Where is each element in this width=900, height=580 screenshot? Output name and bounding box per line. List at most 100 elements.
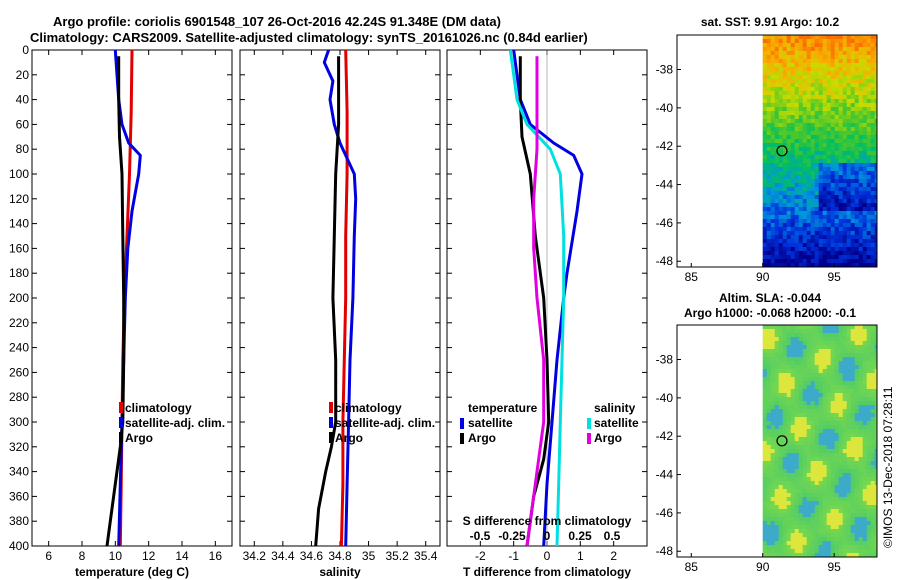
map-cell: [778, 345, 783, 350]
map-cell: [870, 341, 875, 346]
map-cell: [778, 71, 783, 76]
map-cell: [786, 55, 791, 60]
map-cell: [842, 259, 847, 264]
map-cell: [762, 513, 767, 518]
x-tick-label: 6: [45, 549, 52, 563]
map-cell: [770, 449, 775, 454]
x-tick-label: -2: [475, 549, 486, 563]
map-cell: [846, 381, 851, 386]
map-cell: [766, 223, 771, 228]
map-cell: [826, 135, 831, 140]
map-cell: [826, 417, 831, 422]
map-cell: [818, 231, 823, 236]
map-cell: [850, 79, 855, 84]
map-cell: [870, 345, 875, 350]
map-cell: [870, 135, 875, 140]
map-cell: [834, 91, 839, 96]
map-cell: [822, 215, 827, 220]
map-cell: [802, 111, 807, 116]
map-cell: [826, 215, 831, 220]
map-cell: [858, 401, 863, 406]
map-cell: [822, 203, 827, 208]
map-cell: [842, 453, 847, 458]
map-cell: [854, 183, 859, 188]
map-cell: [850, 485, 855, 490]
map-cell: [814, 381, 819, 386]
map-cell: [826, 75, 831, 80]
map-cell: [782, 333, 787, 338]
map-cell: [786, 91, 791, 96]
map-cell: [850, 119, 855, 124]
map-cell: [834, 489, 839, 494]
map-cell: [794, 75, 799, 80]
map-cell: [854, 131, 859, 136]
map-cell: [838, 341, 843, 346]
map-cell: [858, 259, 863, 264]
map-cell: [762, 175, 767, 180]
map-cell: [814, 537, 819, 542]
map-cell: [770, 259, 775, 264]
map-cell: [770, 365, 775, 370]
map-cell: [798, 259, 803, 264]
map-cell: [766, 401, 771, 406]
map-cell: [770, 223, 775, 228]
map-cell: [806, 239, 811, 244]
legend-climatology-swatch: [119, 402, 123, 413]
map-cell: [762, 139, 767, 144]
map-cell: [826, 517, 831, 522]
map-cell: [850, 409, 855, 414]
map-cell: [834, 445, 839, 450]
map-cell: [802, 239, 807, 244]
map-cell: [846, 549, 851, 554]
map-cell: [782, 509, 787, 514]
map-cell: [870, 373, 875, 378]
map-cell: [818, 509, 823, 514]
map-cell: [806, 493, 811, 498]
map-cell: [854, 51, 859, 56]
map-cell: [762, 409, 767, 414]
map-cell: [822, 533, 827, 538]
map-cell: [818, 203, 823, 208]
map-cell: [834, 549, 839, 554]
map-cell: [770, 501, 775, 506]
map-cell: [770, 247, 775, 252]
map-cell: [818, 553, 823, 558]
map-cell: [766, 505, 771, 510]
map-cell: [866, 235, 871, 240]
map-cell: [798, 163, 803, 168]
map-cell: [842, 337, 847, 342]
map-cell: [830, 39, 835, 44]
map-cell: [790, 143, 795, 148]
map-cell: [846, 243, 851, 248]
map-cell: [774, 91, 779, 96]
map-cell: [858, 115, 863, 120]
map-cell: [786, 239, 791, 244]
map-cell: [802, 43, 807, 48]
map-cell: [866, 345, 871, 350]
map-cell: [822, 167, 827, 172]
map-cell: [822, 525, 827, 530]
map-cell: [766, 219, 771, 224]
map-cell: [814, 533, 819, 538]
map-cell: [850, 493, 855, 498]
legend-s-argo-swatch: [587, 433, 591, 444]
map-cell: [822, 489, 827, 494]
map-cell: [782, 147, 787, 152]
y-tick-label: 220: [9, 316, 29, 330]
map-cell: [862, 51, 867, 56]
map-cell: [766, 373, 771, 378]
map-cell: [790, 549, 795, 554]
map-cell: [810, 481, 815, 486]
map-cell: [810, 377, 815, 382]
map-cell: [766, 135, 771, 140]
map-cell: [782, 357, 787, 362]
y-tick-label: -44: [656, 468, 674, 482]
map-cell: [870, 409, 875, 414]
map-cell: [834, 143, 839, 148]
map-cell: [790, 207, 795, 212]
map-cell: [778, 361, 783, 366]
map-cell: [822, 389, 827, 394]
map-cell: [854, 119, 859, 124]
map-cell: [862, 231, 867, 236]
map-cell: [850, 255, 855, 260]
